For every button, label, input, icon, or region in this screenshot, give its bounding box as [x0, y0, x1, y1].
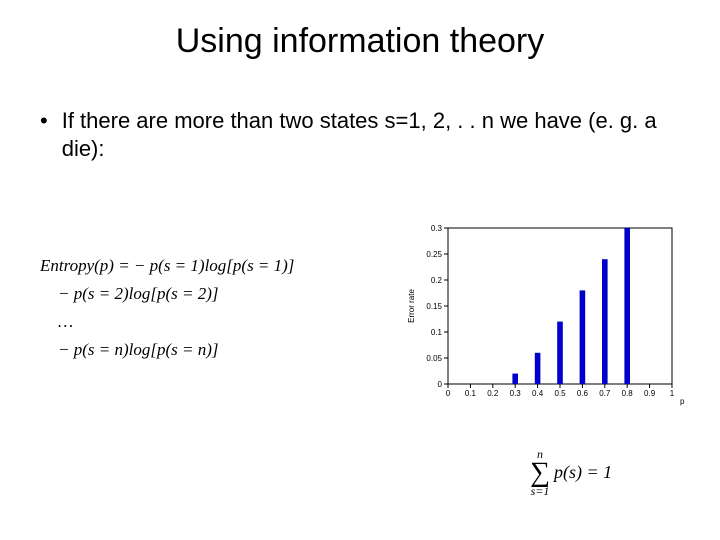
- sigma-wrap: n ∑ s=1: [530, 448, 550, 497]
- svg-text:0.5: 0.5: [554, 389, 566, 398]
- svg-text:1: 1: [670, 389, 675, 398]
- bullet-row: • If there are more than two states s=1,…: [40, 107, 680, 163]
- svg-text:0.8: 0.8: [622, 389, 634, 398]
- sigma-symbol: ∑: [530, 460, 550, 485]
- sigma-lower: s=1: [531, 485, 550, 497]
- sum-body: p(s) = 1: [554, 462, 612, 483]
- sum-formula: n ∑ s=1 p(s) = 1: [530, 448, 612, 497]
- svg-text:0.7: 0.7: [599, 389, 611, 398]
- svg-text:0: 0: [446, 389, 451, 398]
- svg-text:Error rate: Error rate: [407, 289, 416, 323]
- slide-title: Using information theory: [0, 0, 720, 61]
- svg-text:0.9: 0.9: [644, 389, 656, 398]
- svg-text:0.6: 0.6: [577, 389, 589, 398]
- svg-text:p: p: [680, 397, 685, 406]
- svg-text:0.2: 0.2: [431, 276, 443, 285]
- svg-text:0.1: 0.1: [465, 389, 477, 398]
- formula-line-3: …: [58, 308, 370, 336]
- formula-line-4: − p(s = n)log[p(s = n)]: [58, 336, 370, 364]
- svg-text:0: 0: [438, 380, 443, 389]
- entropy-formula: Entropy(p) = − p(s = 1)log[p(s = 1)] − p…: [40, 252, 370, 364]
- svg-text:0.2: 0.2: [487, 389, 499, 398]
- bullet-block: • If there are more than two states s=1,…: [40, 107, 680, 163]
- svg-text:0.25: 0.25: [426, 250, 442, 259]
- svg-text:0.15: 0.15: [426, 302, 442, 311]
- probability-chart: 0 0.05 0.1 0.15 0.2 0.25 0.3 0 0.1 0.2 0.3 0.4 0.5 0.…: [400, 222, 688, 414]
- formula-line-1: Entropy(p) = − p(s = 1)log[p(s = 1)]: [40, 252, 370, 280]
- bullet-text: If there are more than two states s=1, 2…: [62, 107, 680, 163]
- svg-text:0.05: 0.05: [426, 354, 442, 363]
- chart-svg: 0 0.05 0.1 0.15 0.2 0.25 0.3 0 0.1 0.2 0.3 0.4 0.5 0.…: [400, 222, 688, 414]
- svg-text:0.1: 0.1: [431, 328, 443, 337]
- svg-text:0.3: 0.3: [431, 224, 443, 233]
- svg-text:0.3: 0.3: [510, 389, 522, 398]
- formula-line-2: − p(s = 2)log[p(s = 2)]: [58, 280, 370, 308]
- svg-text:0.4: 0.4: [532, 389, 544, 398]
- bullet-marker: •: [40, 107, 48, 135]
